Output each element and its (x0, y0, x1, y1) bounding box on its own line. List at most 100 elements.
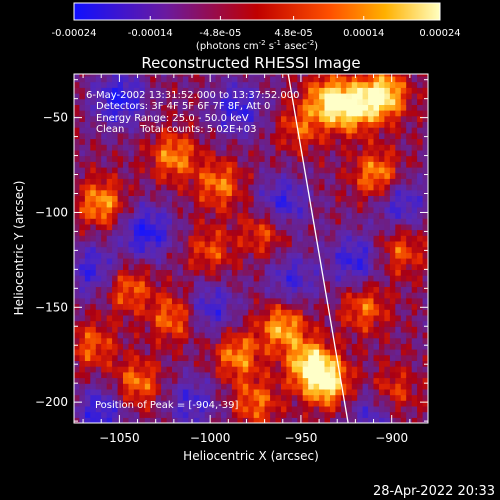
heatmap-cell (166, 383, 173, 390)
heatmap-cell (237, 314, 244, 322)
heatmap-cell (275, 309, 282, 316)
heatmap-cell (357, 258, 364, 265)
heatmap-cell (286, 400, 293, 407)
heatmap-cell (133, 275, 140, 282)
heatmap-cell (335, 371, 342, 379)
heatmap-cell (346, 110, 353, 117)
heatmap-cell (302, 229, 309, 236)
heatmap-cell (313, 218, 320, 225)
heatmap-cell (172, 349, 178, 356)
heatmap-cell (319, 400, 326, 407)
heatmap-cell (117, 161, 124, 168)
heatmap-cell (417, 110, 424, 117)
heatmap-cell (123, 206, 129, 214)
heatmap-cell (248, 246, 255, 253)
heatmap-cell (95, 218, 102, 225)
heatmap-cell (308, 400, 315, 407)
heatmap-cell (406, 121, 413, 128)
heatmap-cell (177, 349, 184, 356)
heatmap-cell (389, 292, 396, 299)
heatmap-cell (139, 87, 146, 94)
heatmap-cell (406, 366, 413, 373)
heatmap-cell (319, 405, 326, 413)
heatmap-cell (362, 388, 369, 396)
heatmap-cell (248, 189, 255, 196)
heatmap-cell (340, 297, 347, 305)
heatmap-cell (395, 240, 402, 248)
heatmap-cell (335, 127, 342, 134)
heatmap-cell (144, 75, 151, 83)
heatmap-cell (199, 332, 206, 339)
heatmap-cell (346, 206, 353, 214)
heatmap-cell (319, 246, 326, 253)
heatmap-cell (351, 161, 358, 168)
heatmap-cell (411, 332, 418, 339)
heatmap-cell (281, 144, 287, 151)
heatmap-cell (330, 354, 336, 361)
heatmap-cell (324, 74, 331, 77)
heatmap-cell (422, 309, 428, 316)
heatmap-cell (106, 229, 113, 236)
heatmap-cell (182, 354, 189, 361)
heatmap-cell (242, 132, 249, 140)
heatmap-cell (237, 98, 244, 105)
heatmap-cell (101, 166, 108, 174)
heatmap-cell (117, 178, 124, 185)
heatmap-cell (389, 383, 396, 390)
heatmap-cell (275, 417, 282, 423)
heatmap-cell (150, 320, 157, 327)
heatmap-cell (384, 258, 391, 265)
heatmap-cell (281, 258, 287, 265)
heatmap-cell (362, 132, 369, 140)
heatmap-cell (215, 326, 222, 333)
heatmap-cell (117, 314, 124, 322)
heatmap-cell (335, 87, 342, 94)
heatmap-cell (286, 371, 293, 379)
heatmap-cell (166, 275, 173, 282)
heatmap-cell (182, 360, 189, 367)
heatmap-cell (90, 155, 97, 162)
heatmap-cell (95, 252, 102, 259)
heatmap-cell (302, 337, 309, 344)
heatmap-cell (106, 218, 113, 225)
heatmap-cell (384, 263, 391, 270)
heatmap-cell (384, 326, 391, 333)
heatmap-cell (406, 144, 413, 151)
heatmap-cell (242, 184, 249, 191)
heatmap-cell (384, 309, 391, 316)
heatmap-cell (215, 110, 222, 117)
heatmap-cell (406, 223, 413, 231)
heatmap-cell (281, 201, 287, 208)
heatmap-cell (253, 121, 260, 128)
heatmap-cell (242, 303, 249, 310)
heatmap-cell (319, 218, 326, 225)
heatmap-cell (161, 286, 168, 293)
heatmap-cell (237, 201, 244, 208)
heatmap-cell (226, 166, 233, 174)
heatmap-cell (161, 326, 168, 333)
heatmap-cell (166, 121, 173, 128)
heatmap-cell (123, 377, 129, 384)
heatmap-cell (291, 297, 298, 305)
heatmap-cell (302, 161, 309, 168)
heatmap-cell (128, 337, 135, 344)
heatmap-cell (340, 388, 347, 396)
heatmap-cell (330, 218, 336, 225)
heatmap-cell (139, 314, 146, 322)
heatmap-cell (215, 269, 222, 276)
heatmap-cell (411, 195, 418, 202)
heatmap-cell (362, 212, 369, 219)
heatmap-cell (193, 292, 200, 299)
heatmap-cell (253, 263, 260, 270)
heatmap-cell (330, 195, 336, 202)
heatmap-cell (166, 138, 173, 145)
heatmap-cell (112, 75, 119, 83)
heatmap-cell (166, 115, 173, 122)
heatmap-cell (264, 206, 271, 214)
heatmap-cell (106, 93, 113, 100)
heatmap-cell (139, 74, 146, 77)
heatmap-cell (172, 303, 178, 310)
heatmap-cell (155, 360, 162, 367)
heatmap-cell (291, 98, 298, 105)
heatmap-cell (231, 104, 238, 111)
